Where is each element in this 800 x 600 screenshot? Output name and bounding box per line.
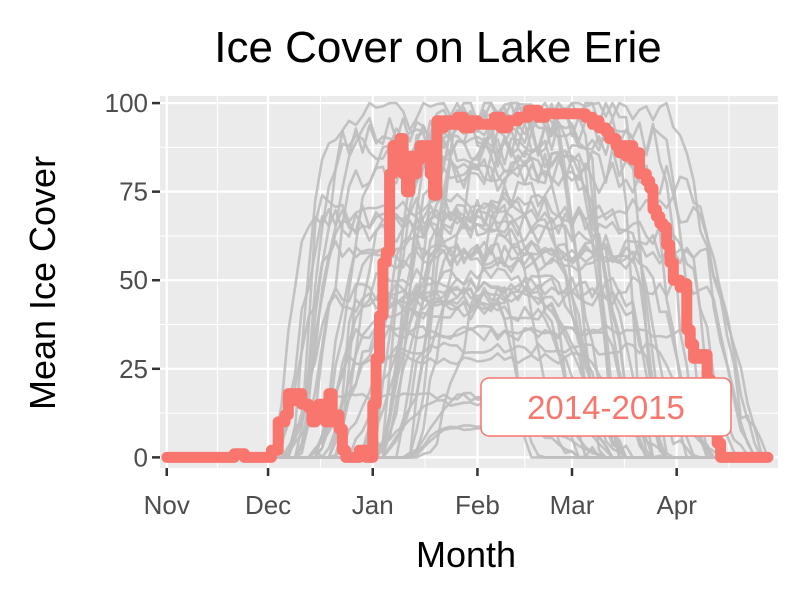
x-tick-label: Jan [352, 490, 394, 520]
y-tick-label: 100 [105, 88, 148, 118]
chart-title: Ice Cover on Lake Erie [214, 23, 662, 72]
x-tick-label: Feb [455, 490, 500, 520]
highlight-series-line [161, 104, 774, 463]
x-axis-title: Month [416, 534, 516, 575]
x-tick-label: Dec [245, 490, 291, 520]
x-tick-label: Mar [550, 490, 595, 520]
series-label-text: 2014-2015 [527, 389, 685, 426]
x-axis: Nov Dec Jan Feb Mar Apr [144, 468, 697, 520]
y-tick-label: 50 [119, 265, 148, 295]
y-tick-label: 75 [119, 177, 148, 207]
y-tick-label: 0 [134, 442, 148, 472]
y-axis-title: Mean Ice Cover [22, 156, 63, 410]
x-tick-label: Nov [144, 490, 190, 520]
series-label: 2014-2015 [480, 377, 732, 437]
series-label-box [480, 377, 732, 437]
x-tick-label: Apr [656, 490, 697, 520]
y-axis: 0 25 50 75 100 [105, 88, 160, 472]
y-tick-label: 25 [119, 354, 148, 384]
